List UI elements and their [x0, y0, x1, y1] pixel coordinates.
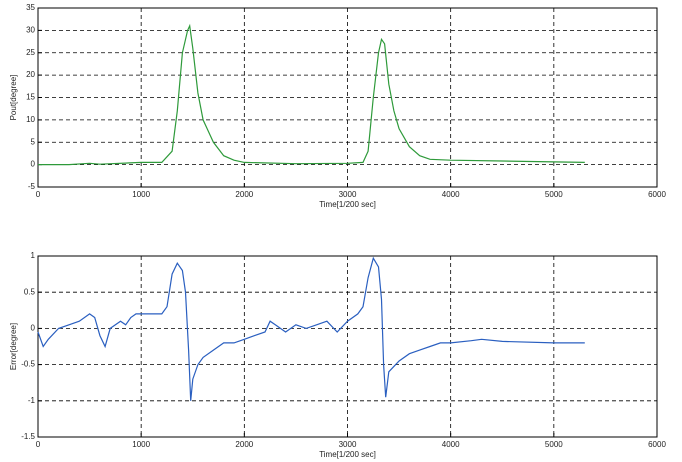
- y-tick-label: -1: [28, 396, 36, 405]
- y-tick-label: -1.5: [21, 432, 35, 441]
- y-tick-label: 10: [26, 115, 35, 124]
- y-tick-label: 0: [31, 324, 36, 333]
- x-tick-label: 5000: [545, 190, 563, 199]
- x-tick-label: 2000: [235, 440, 253, 449]
- x-tick-label: 2000: [235, 190, 253, 199]
- line: [37, 256, 585, 401]
- y-tick-label: 1: [31, 251, 36, 260]
- x-axis-label: Time[1/200 sec]: [319, 450, 376, 459]
- x-tick-label: 6000: [648, 440, 666, 449]
- x-tick-label: 1000: [132, 440, 150, 449]
- x-tick-label: 0: [36, 440, 41, 449]
- y-axis-label: Pout[degree]: [9, 75, 18, 121]
- x-tick-label: 4000: [442, 190, 460, 199]
- y-tick-label: 25: [26, 48, 35, 57]
- y-tick-label: 30: [26, 25, 35, 34]
- plot-area: [37, 255, 658, 438]
- y-tick-label: 5: [31, 137, 36, 146]
- x-tick-label: 6000: [648, 190, 666, 199]
- y-tick-label: 0.5: [24, 287, 36, 296]
- y-tick-label: 15: [26, 93, 35, 102]
- x-tick-label: 4000: [442, 440, 460, 449]
- y-tick-label: 35: [26, 3, 35, 12]
- y-tick-label: -0.5: [21, 360, 35, 369]
- y-tick-label: 0: [31, 160, 36, 169]
- line: [38, 23, 585, 166]
- x-tick-label: 5000: [545, 440, 563, 449]
- x-tick-label: 3000: [339, 440, 357, 449]
- y-tick-label: 20: [26, 70, 35, 79]
- x-tick-label: 3000: [339, 190, 357, 199]
- x-tick-label: 1000: [132, 190, 150, 199]
- x-axis-label: Time[1/200 sec]: [319, 200, 376, 209]
- y-axis-label: Error[degree]: [9, 323, 18, 370]
- y-tick-label: -5: [28, 182, 36, 191]
- x-tick-label: 0: [36, 190, 41, 199]
